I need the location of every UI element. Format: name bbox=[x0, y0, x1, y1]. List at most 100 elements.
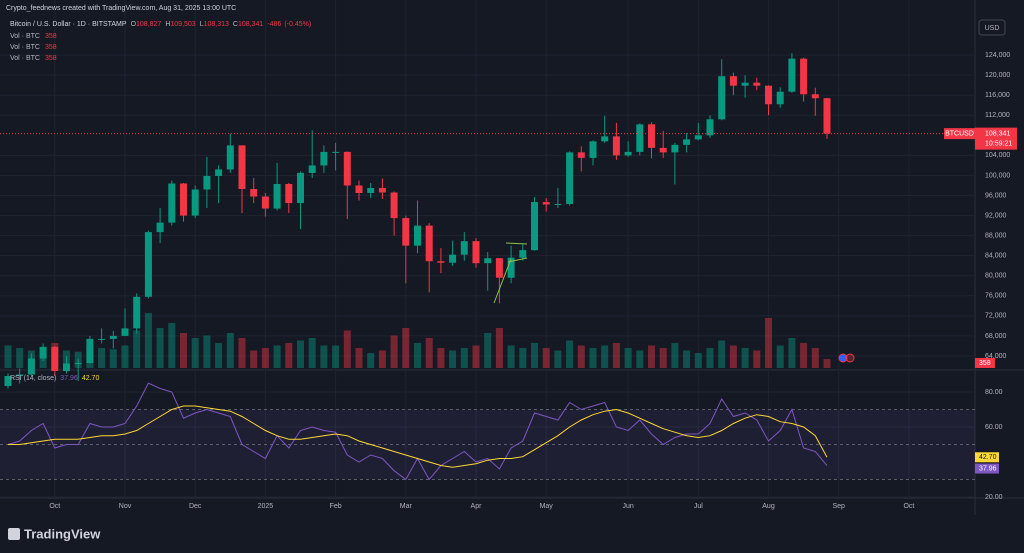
volume-value: 358 bbox=[45, 44, 57, 51]
y-tick-label: 80.00 bbox=[985, 389, 1003, 396]
currency-button[interactable] bbox=[978, 19, 1006, 36]
trend-lines bbox=[493, 242, 528, 304]
rsi-ma-value: 42.70 bbox=[82, 375, 100, 382]
y-tick-label: 100,000 bbox=[985, 172, 1010, 179]
candle-body bbox=[800, 58, 808, 95]
ohlc-value: 109,503 bbox=[170, 21, 195, 28]
symbol-line: Bitcoin / U.S. Dollar · 1D · BITSTAMP O10… bbox=[10, 21, 311, 28]
x-tick-label: Aug bbox=[762, 503, 775, 510]
rsi-legend: RSI (14, close) 37.96 42.70 bbox=[10, 375, 99, 382]
candle-body bbox=[718, 76, 726, 120]
candle-body bbox=[215, 169, 223, 176]
volume-bar bbox=[180, 333, 187, 368]
x-tick-label: Apr bbox=[471, 503, 483, 510]
y-tick-label: 104,000 bbox=[985, 152, 1010, 159]
change-percent: (-0.45%) bbox=[284, 21, 311, 28]
candle-body bbox=[706, 119, 714, 136]
symbol-tag: BTCUSD bbox=[945, 130, 974, 137]
event-icon bbox=[838, 353, 848, 363]
trend-line bbox=[493, 258, 512, 304]
candle-body bbox=[683, 139, 691, 145]
event-icon bbox=[845, 353, 855, 363]
volume-bar bbox=[378, 350, 386, 368]
y-tick-label: 60.00 bbox=[985, 424, 1003, 431]
volume-bar bbox=[156, 328, 164, 368]
rsi-line bbox=[8, 405, 828, 468]
candle-body bbox=[285, 183, 293, 204]
x-tick-label: Jun bbox=[622, 503, 633, 510]
candle-body bbox=[63, 363, 70, 372]
volume-bar bbox=[589, 348, 597, 368]
candle-body bbox=[823, 98, 831, 134]
rsi-title: RSI (14, close) bbox=[10, 375, 56, 382]
candle-body bbox=[648, 124, 655, 148]
y-tick-label: 76,000 bbox=[985, 293, 1007, 300]
candle-body bbox=[51, 346, 59, 372]
candle-body bbox=[402, 218, 410, 246]
volume-bar bbox=[308, 338, 316, 368]
volume-bar bbox=[414, 343, 421, 368]
volume-bar bbox=[624, 348, 632, 368]
volume-name: Vol · BTC bbox=[10, 55, 40, 62]
rsi-tag-bg bbox=[975, 463, 999, 474]
y-tick-label: 92,000 bbox=[985, 212, 1007, 219]
candle-body bbox=[414, 225, 421, 246]
rsi-ma-tag: 42.70 bbox=[979, 454, 997, 461]
volume-bar bbox=[800, 343, 808, 368]
candle-body bbox=[460, 241, 468, 255]
candle-body bbox=[694, 135, 702, 140]
candle-body bbox=[121, 328, 129, 336]
y-tick-label: 20.00 bbox=[985, 494, 1003, 501]
candle-body bbox=[741, 82, 749, 86]
volume-bar bbox=[694, 353, 702, 368]
trend-line bbox=[507, 257, 528, 263]
candle-body bbox=[659, 147, 667, 153]
volume-bar bbox=[355, 348, 363, 368]
candle-body bbox=[765, 85, 772, 105]
volume-bar bbox=[320, 345, 328, 368]
candle-body bbox=[156, 222, 164, 233]
volume-bar bbox=[776, 345, 784, 368]
volume-bar bbox=[343, 330, 351, 368]
candle-body bbox=[776, 91, 784, 105]
volume-bar bbox=[273, 345, 281, 368]
candle-body bbox=[729, 76, 737, 86]
x-tick-label: Jul bbox=[694, 503, 703, 510]
volume-tag: 358 bbox=[979, 360, 991, 367]
volume-bar bbox=[531, 343, 538, 368]
volume-bar bbox=[367, 353, 375, 368]
y-tick-label: 124,000 bbox=[985, 52, 1010, 59]
volume-bar bbox=[332, 345, 340, 368]
volume-bar bbox=[636, 350, 644, 368]
candle-body bbox=[519, 250, 527, 258]
logo: TradingView bbox=[8, 526, 101, 541]
ohlc-value: 108,313 bbox=[204, 21, 229, 28]
volume-bar bbox=[659, 348, 667, 368]
volume-bar bbox=[133, 330, 141, 368]
candle-body bbox=[542, 202, 550, 205]
volume-bar bbox=[823, 359, 831, 368]
volume-name: Vol · BTC bbox=[10, 44, 40, 51]
volume-bar bbox=[402, 328, 410, 368]
candle-body bbox=[39, 346, 47, 359]
volume-bar bbox=[460, 348, 468, 368]
volume-bar bbox=[788, 338, 796, 368]
volume-bar bbox=[390, 335, 398, 368]
candle-body bbox=[624, 151, 632, 156]
countdown: 10:59:21 bbox=[985, 140, 1012, 147]
y-tick-label: 84,000 bbox=[985, 253, 1007, 260]
candle-body bbox=[308, 165, 316, 173]
candle-body bbox=[367, 187, 375, 194]
volume-bar bbox=[285, 343, 293, 368]
candle-body bbox=[109, 335, 117, 339]
candle-body bbox=[753, 82, 761, 86]
volume-bar bbox=[98, 348, 106, 368]
volume-bar bbox=[741, 348, 749, 368]
currency-label[interactable]: USD bbox=[985, 25, 1000, 32]
candle-body bbox=[191, 189, 199, 216]
candle-body bbox=[484, 258, 492, 264]
x-tick-label: Oct bbox=[903, 503, 914, 510]
ohlc-letter: L bbox=[200, 21, 204, 28]
y-tick-label: 64,000 bbox=[985, 353, 1007, 360]
